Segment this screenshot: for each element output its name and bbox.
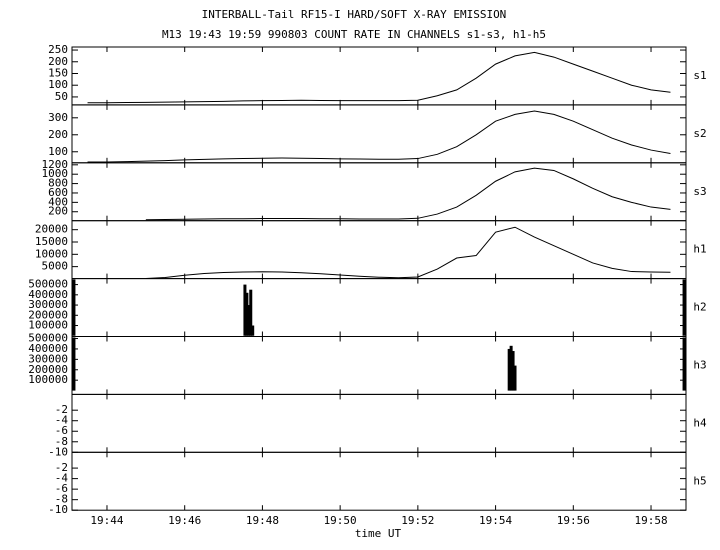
panel-frame (71, 451, 687, 511)
bar (245, 292, 249, 336)
series-line (145, 167, 671, 221)
panel-frame (71, 46, 687, 106)
y-tick-label: -2 (55, 461, 68, 474)
y-tick-label: -8 (55, 435, 68, 448)
channel-label: h4 (693, 416, 707, 429)
panel-frame (71, 104, 687, 164)
y-tick-label: -10 (48, 445, 68, 458)
y-tick-label: -6 (55, 482, 68, 495)
y-tick-label: 200000 (28, 308, 68, 321)
panel-frame (71, 336, 687, 395)
y-tick-label: 250 (48, 43, 68, 56)
y-tick-label: 200 (48, 128, 68, 141)
series-line (87, 110, 671, 163)
y-tick-label: -2 (55, 403, 68, 416)
bar (682, 279, 686, 336)
y-tick-label: 800 (48, 177, 68, 190)
y-tick-label: 600 (48, 186, 68, 199)
x-axis-label: time UT (355, 527, 402, 540)
y-tick-label: 100000 (28, 319, 68, 332)
panel-frame (71, 393, 687, 453)
y-tick-label: 150 (48, 66, 68, 79)
y-tick-label: 1200 (42, 158, 69, 171)
y-tick-label: 400000 (28, 342, 68, 355)
y-tick-label: 200 (48, 55, 68, 68)
x-tick-label: 19:46 (168, 514, 201, 527)
series-line (145, 226, 671, 279)
channel-label: s2 (693, 127, 706, 140)
x-tick-label: 19:52 (401, 514, 434, 527)
y-tick-label: 500000 (28, 332, 68, 345)
y-tick-label: 300000 (28, 298, 68, 311)
y-tick-label: 15000 (35, 235, 68, 248)
y-tick-label: 400000 (28, 288, 68, 301)
bar (682, 337, 686, 391)
x-tick-label: 19:54 (479, 514, 512, 527)
chart-title: INTERBALL-Tail RF15-I HARD/SOFT X-RAY EM… (202, 8, 507, 21)
bar (509, 345, 513, 391)
bar (507, 348, 511, 391)
y-tick-label: 300000 (28, 352, 68, 365)
y-tick-label: -6 (55, 424, 68, 437)
chart-subtitle: M13 19:43 19:59 990803 COUNT RATE IN CHA… (162, 28, 546, 41)
y-tick-label: 200000 (28, 363, 68, 376)
series-line (87, 51, 671, 104)
y-tick-label: 10000 (35, 247, 68, 260)
y-tick-label: -8 (55, 493, 68, 506)
bar (513, 365, 517, 391)
y-tick-label: -4 (55, 472, 69, 485)
y-tick-label: 500000 (28, 278, 68, 291)
channel-label: s3 (693, 185, 706, 198)
x-tick-label: 19:56 (557, 514, 590, 527)
y-tick-label: 5000 (42, 260, 69, 273)
panel-frame (71, 162, 687, 222)
panel-frame (71, 220, 687, 280)
x-tick-label: 19:50 (324, 514, 357, 527)
bar (72, 279, 76, 336)
bar (247, 305, 251, 336)
y-tick-label: 400 (48, 195, 68, 208)
x-tick-label: 19:48 (246, 514, 279, 527)
y-tick-label: 50 (55, 90, 68, 103)
channel-label: h3 (693, 358, 706, 371)
x-tick-label: 19:58 (634, 514, 667, 527)
bar (243, 284, 247, 336)
channel-label: h1 (693, 243, 706, 256)
channel-label: s1 (693, 69, 706, 82)
channel-label: h5 (693, 474, 706, 487)
y-tick-label: -4 (55, 414, 69, 427)
y-tick-label: 20000 (35, 223, 68, 236)
bar (72, 337, 76, 391)
panel-frame (71, 278, 687, 338)
y-tick-label: 1000 (42, 167, 69, 180)
y-tick-label: 100 (48, 78, 68, 91)
bar (511, 351, 515, 391)
y-tick-label: 200 (48, 205, 68, 218)
y-tick-label: 100000 (28, 373, 68, 386)
y-tick-label: 300 (48, 111, 68, 124)
bar (251, 325, 255, 336)
channel-label: h2 (693, 301, 706, 314)
y-tick-label: -10 (48, 503, 68, 516)
x-tick-label: 19:44 (90, 514, 123, 527)
bar (249, 289, 253, 336)
y-tick-label: 100 (48, 145, 68, 158)
